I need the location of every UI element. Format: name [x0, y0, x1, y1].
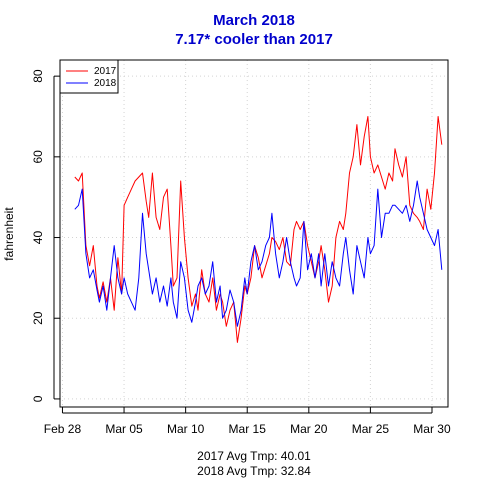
- x-tick-label: Mar 05: [105, 422, 143, 436]
- legend: 2017 2018: [59, 59, 119, 94]
- chart-subtitle: 7.17* cooler than 2017: [175, 31, 333, 48]
- x-tick-label: Mar 10: [167, 422, 205, 436]
- x-axis: Feb 28 Mar 05 Mar 10 Mar 15 Mar 20 Mar 25 Mar …: [44, 407, 451, 436]
- legend-label-2018: 2018: [94, 78, 117, 89]
- y-tick-label: 40: [31, 231, 45, 245]
- y-axis-label: fahrenheit: [2, 207, 16, 261]
- x-tick-label: Mar 30: [413, 422, 451, 436]
- series-line-2018: [74, 180, 443, 327]
- y-axis: 0 20 40 60 80: [31, 69, 60, 402]
- x-tick-label: Feb 28: [44, 422, 82, 436]
- series-line-2017: [74, 116, 443, 343]
- x-tick-label: Mar 20: [290, 422, 328, 436]
- footer-avg-2017: 2017 Avg Tmp: 40.01: [197, 449, 311, 463]
- footer-avg-2018: 2018 Avg Tmp: 32.84: [197, 464, 311, 478]
- chart-title: March 2018: [213, 12, 295, 29]
- legend-box: [59, 59, 119, 94]
- legend-label-2017: 2017: [94, 66, 117, 77]
- y-tick-label: 80: [31, 69, 45, 83]
- x-tick-label: Mar 25: [352, 422, 390, 436]
- series-layer: [74, 116, 443, 343]
- y-tick-label: 20: [31, 311, 45, 325]
- y-tick-label: 60: [31, 150, 45, 164]
- plot-frame: [59, 59, 449, 408]
- x-tick-label: Mar 15: [229, 422, 267, 436]
- y-tick-label: 0: [31, 395, 45, 402]
- grid: [60, 60, 448, 407]
